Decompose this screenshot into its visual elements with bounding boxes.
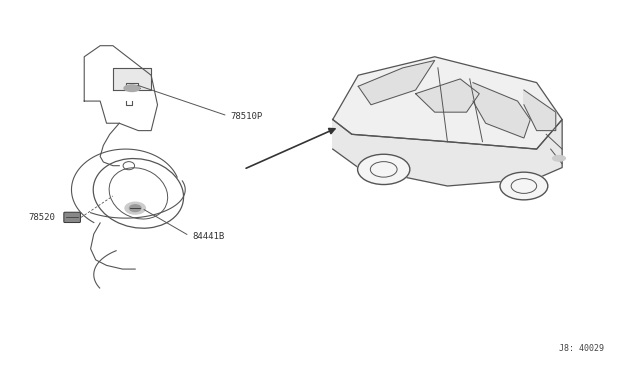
Ellipse shape <box>125 202 145 214</box>
Polygon shape <box>415 79 479 112</box>
Polygon shape <box>113 68 151 90</box>
Polygon shape <box>333 57 562 149</box>
Text: J8: 40029: J8: 40029 <box>559 344 604 353</box>
Text: 84441B: 84441B <box>193 232 225 241</box>
Ellipse shape <box>500 172 548 200</box>
Polygon shape <box>333 119 562 186</box>
Polygon shape <box>524 90 556 131</box>
Ellipse shape <box>124 85 140 92</box>
Ellipse shape <box>358 154 410 185</box>
Ellipse shape <box>129 205 141 211</box>
Polygon shape <box>358 61 435 105</box>
Text: 78520: 78520 <box>28 213 55 222</box>
Text: 78510P: 78510P <box>231 112 263 121</box>
FancyBboxPatch shape <box>64 212 81 222</box>
Ellipse shape <box>552 155 565 161</box>
Polygon shape <box>473 83 531 138</box>
